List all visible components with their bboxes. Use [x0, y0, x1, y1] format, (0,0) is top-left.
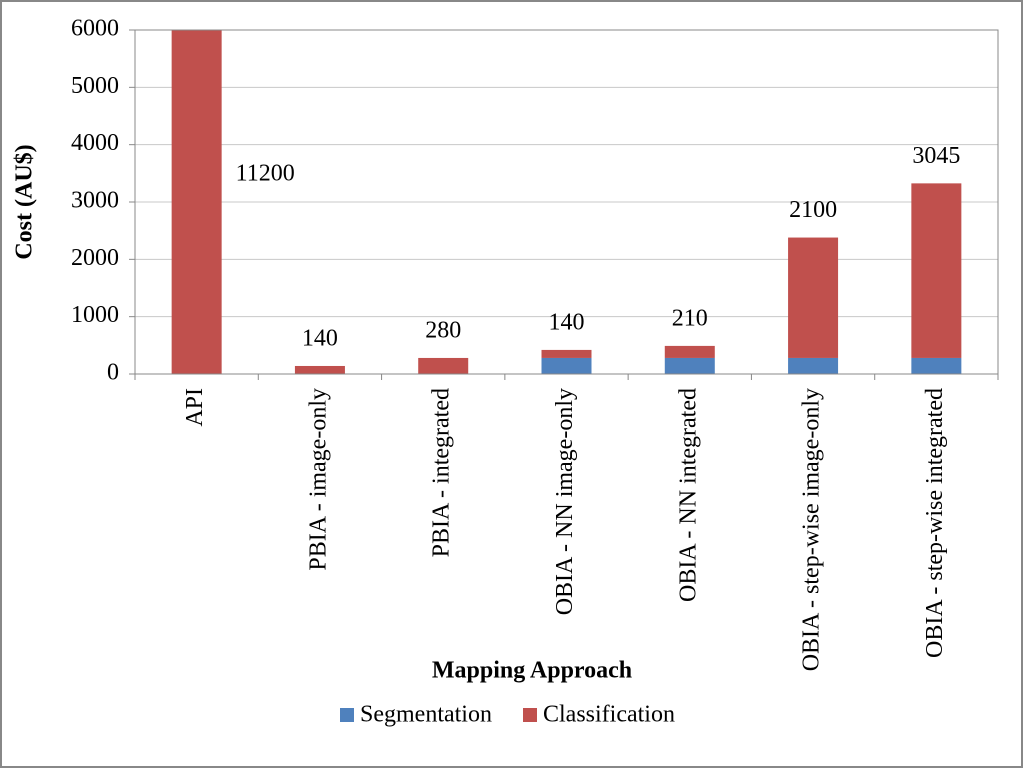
bar-segment [911, 357, 962, 374]
data-label: 210 [672, 305, 708, 331]
x-tick-label: OBIA - NN integrated [675, 388, 701, 602]
bar-segment [788, 357, 839, 374]
y-tick-label: 5000 [71, 73, 119, 99]
y-axis-title: Cost (AU$) [12, 144, 38, 259]
y-tick-label: 0 [107, 360, 119, 386]
y-tick-label: 3000 [71, 188, 119, 214]
y-tick-label: 2000 [71, 245, 119, 271]
bar-segment [664, 345, 715, 358]
data-label: 11200 [236, 161, 295, 187]
x-axis-title: Mapping Approach [432, 658, 632, 684]
x-tick-label: PBIA - image-only [305, 388, 331, 571]
data-label: 280 [425, 317, 461, 343]
bars [171, 30, 962, 374]
x-tick-label: OBIA - NN image-only [552, 388, 578, 615]
data-label: 2100 [789, 197, 837, 223]
plot-frame [134, 29, 999, 375]
x-tick-label: PBIA - integrated [429, 388, 455, 557]
y-tick-label: 4000 [71, 130, 119, 156]
legend-label: Classification [543, 702, 675, 728]
y-tick-label: 1000 [71, 302, 119, 328]
bar-segment [541, 349, 592, 358]
data-label: 140 [302, 325, 338, 351]
bar-segment [294, 365, 345, 374]
bar-segment [418, 357, 469, 374]
legend-label: Segmentation [360, 702, 492, 728]
x-tick-label: OBIA - step-wise image-only [799, 388, 825, 671]
x-tick-label: OBIA - step-wise integrated [922, 388, 948, 658]
data-label: 3045 [912, 143, 960, 169]
legend-swatch [340, 708, 354, 722]
y-tick-label: 6000 [71, 16, 119, 42]
bar-segment [788, 237, 839, 358]
bar-segment [911, 183, 962, 358]
bar-segment [541, 357, 592, 374]
bar-segment [171, 30, 222, 374]
x-tick-label: API [182, 388, 208, 427]
data-label: 140 [549, 309, 585, 335]
legend-swatch [523, 708, 537, 722]
bar-segment [664, 357, 715, 374]
